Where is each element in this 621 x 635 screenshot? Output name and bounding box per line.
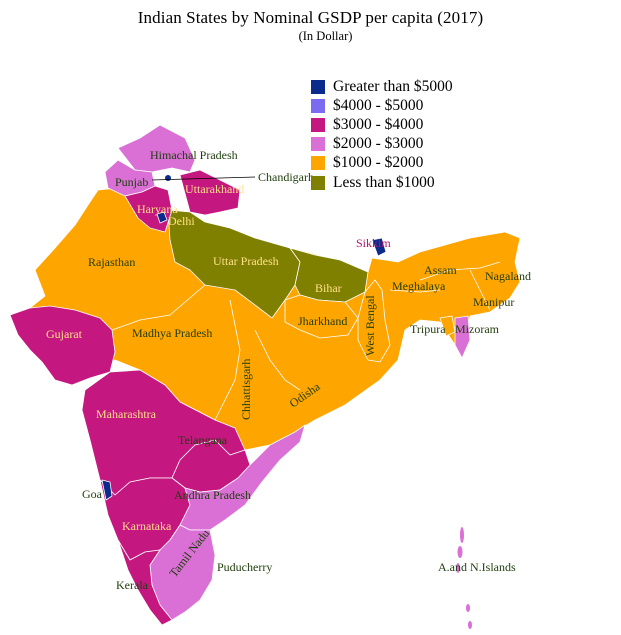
label-punjab: Punjab bbox=[115, 175, 148, 189]
legend-item-3000-4000: $3000 - $4000 bbox=[311, 115, 453, 134]
title-block: Indian States by Nominal GSDP per capita… bbox=[0, 8, 621, 44]
state-west-bengal bbox=[357, 279, 391, 363]
label-sikkim: Sikkim bbox=[356, 236, 391, 250]
label-andhra-pradesh: Andhra Pradesh bbox=[174, 488, 251, 502]
label-gujarat: Gujarat bbox=[46, 327, 83, 341]
label-rajasthan: Rajasthan bbox=[88, 255, 135, 269]
legend: Greater than $5000 $4000 - $5000 $3000 -… bbox=[311, 77, 453, 192]
map-title: Indian States by Nominal GSDP per capita… bbox=[137, 8, 484, 27]
label-goa: Goa bbox=[82, 487, 103, 501]
legend-item-gt5000: Greater than $5000 bbox=[311, 77, 453, 96]
label-mizoram: Mizoram bbox=[455, 322, 500, 336]
label-himachal: Himachal Pradesh bbox=[150, 148, 238, 162]
legend-swatch bbox=[311, 137, 325, 152]
label-tripura: Tripura bbox=[410, 322, 446, 336]
legend-item-4000-5000: $4000 - $5000 bbox=[311, 96, 453, 115]
legend-label: Less than $1000 bbox=[333, 173, 435, 191]
legend-swatch bbox=[311, 98, 325, 113]
chandigarh-pointer bbox=[151, 176, 256, 181]
label-nagaland: Nagaland bbox=[485, 269, 531, 283]
label-uttar-pradesh: Uttar Pradesh bbox=[213, 254, 279, 268]
state-sikkim bbox=[371, 237, 387, 257]
legend-swatch bbox=[311, 79, 325, 94]
label-chhattisgarh: Chhattisgarh bbox=[239, 359, 253, 420]
state-kerala bbox=[117, 539, 173, 626]
state-gujarat bbox=[9, 305, 116, 386]
legend-label: $1000 - $2000 bbox=[333, 154, 424, 172]
state-mizoram bbox=[454, 315, 471, 359]
label-haryana: Haryana bbox=[137, 202, 178, 216]
legend-label: Greater than $5000 bbox=[333, 77, 453, 95]
label-maharashtra: Maharashtra bbox=[96, 407, 157, 421]
legend-item-1000-2000: $1000 - $2000 bbox=[311, 154, 453, 173]
legend-swatch bbox=[311, 117, 325, 132]
label-uttarakhand: Uttarakhand bbox=[185, 182, 244, 196]
legend-item-lt1000: Less than $1000 bbox=[311, 173, 453, 192]
legend-label: $4000 - $5000 bbox=[333, 96, 424, 114]
label-kerala: Kerala bbox=[116, 578, 149, 592]
state-chandigarh bbox=[165, 175, 171, 181]
label-jharkhand: Jharkhand bbox=[298, 314, 347, 328]
label-andaman: A.and N.Islands bbox=[438, 560, 516, 574]
label-meghalaya: Meghalaya bbox=[392, 279, 446, 293]
label-west-bengal: West Bengal bbox=[363, 295, 377, 356]
label-karnataka: Karnataka bbox=[122, 519, 172, 533]
legend-swatch bbox=[311, 175, 325, 190]
label-chandigarh: Chandigarh bbox=[258, 170, 314, 184]
map-subtitle: (In Dollar) bbox=[298, 29, 353, 43]
state-jharkhand bbox=[284, 294, 359, 339]
label-assam: Assam bbox=[424, 263, 457, 277]
legend-label: $3000 - $4000 bbox=[333, 115, 424, 133]
state-goa bbox=[101, 479, 113, 501]
legend-item-2000-3000: $2000 - $3000 bbox=[311, 135, 453, 154]
label-manipur: Manipur bbox=[473, 295, 514, 309]
label-puducherry: Puducherry bbox=[217, 560, 272, 574]
state-delhi bbox=[156, 211, 168, 224]
label-bihar: Bihar bbox=[315, 281, 342, 295]
legend-swatch bbox=[311, 156, 325, 171]
label-telangana: Telangana bbox=[178, 433, 228, 447]
state-uttarakhand bbox=[179, 169, 241, 216]
label-delhi: Delhi bbox=[168, 214, 195, 228]
state-borders bbox=[111, 261, 501, 421]
label-madhya-pradesh: Madhya Pradesh bbox=[132, 326, 212, 340]
legend-label: $2000 - $3000 bbox=[333, 135, 424, 153]
andaman-islands bbox=[456, 527, 472, 629]
